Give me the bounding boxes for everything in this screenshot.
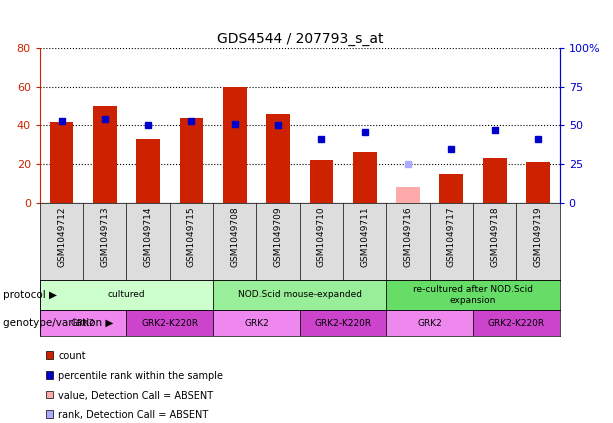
Text: GRK2: GRK2 [417, 319, 442, 328]
Bar [483, 158, 506, 203]
Bar [266, 114, 290, 203]
Bar [223, 87, 246, 203]
Bar [396, 187, 420, 203]
Text: GRK2-K220R: GRK2-K220R [488, 319, 545, 328]
Text: GSM1049714: GSM1049714 [143, 206, 153, 267]
Text: GSM1049716: GSM1049716 [403, 206, 413, 267]
Bar [440, 174, 463, 203]
Bar [473, 310, 560, 336]
Text: NOD.Scid mouse-expanded: NOD.Scid mouse-expanded [238, 290, 362, 299]
Text: GSM1049713: GSM1049713 [101, 206, 109, 267]
Bar [353, 152, 376, 203]
Text: count: count [58, 352, 86, 361]
Text: GSM1049708: GSM1049708 [230, 206, 239, 267]
Bar [180, 118, 204, 203]
Bar [526, 162, 550, 203]
Text: value, Detection Call = ABSENT: value, Detection Call = ABSENT [58, 391, 213, 401]
Bar [310, 160, 333, 203]
Text: GSM1049710: GSM1049710 [317, 206, 326, 267]
Text: GRK2: GRK2 [244, 319, 269, 328]
Text: percentile rank within the sample: percentile rank within the sample [58, 371, 223, 381]
Bar [126, 310, 213, 336]
Bar [300, 310, 386, 336]
Text: GSM1049715: GSM1049715 [187, 206, 196, 267]
Text: protocol ▶: protocol ▶ [3, 290, 57, 300]
Text: re-cultured after NOD.Scid
expansion: re-cultured after NOD.Scid expansion [413, 285, 533, 305]
Text: GSM1049711: GSM1049711 [360, 206, 369, 267]
Text: genotype/variation ▶: genotype/variation ▶ [3, 318, 113, 328]
Text: GRK2-K220R: GRK2-K220R [141, 319, 199, 328]
Text: GSM1049719: GSM1049719 [533, 206, 543, 267]
Text: GRK2-K220R: GRK2-K220R [314, 319, 371, 328]
Text: GSM1049718: GSM1049718 [490, 206, 499, 267]
Text: cultured: cultured [108, 290, 145, 299]
Bar [386, 310, 473, 336]
Text: GSM1049717: GSM1049717 [447, 206, 456, 267]
Bar [386, 280, 560, 310]
Bar [213, 280, 386, 310]
Bar [93, 106, 116, 203]
Bar [40, 310, 126, 336]
Text: GSM1049709: GSM1049709 [273, 206, 283, 267]
Bar [40, 280, 213, 310]
Bar [136, 139, 160, 203]
Text: rank, Detection Call = ABSENT: rank, Detection Call = ABSENT [58, 410, 208, 420]
Title: GDS4544 / 207793_s_at: GDS4544 / 207793_s_at [216, 32, 383, 46]
Bar [213, 310, 300, 336]
Text: GSM1049712: GSM1049712 [57, 206, 66, 267]
Bar [50, 121, 74, 203]
Text: GRK2: GRK2 [70, 319, 96, 328]
